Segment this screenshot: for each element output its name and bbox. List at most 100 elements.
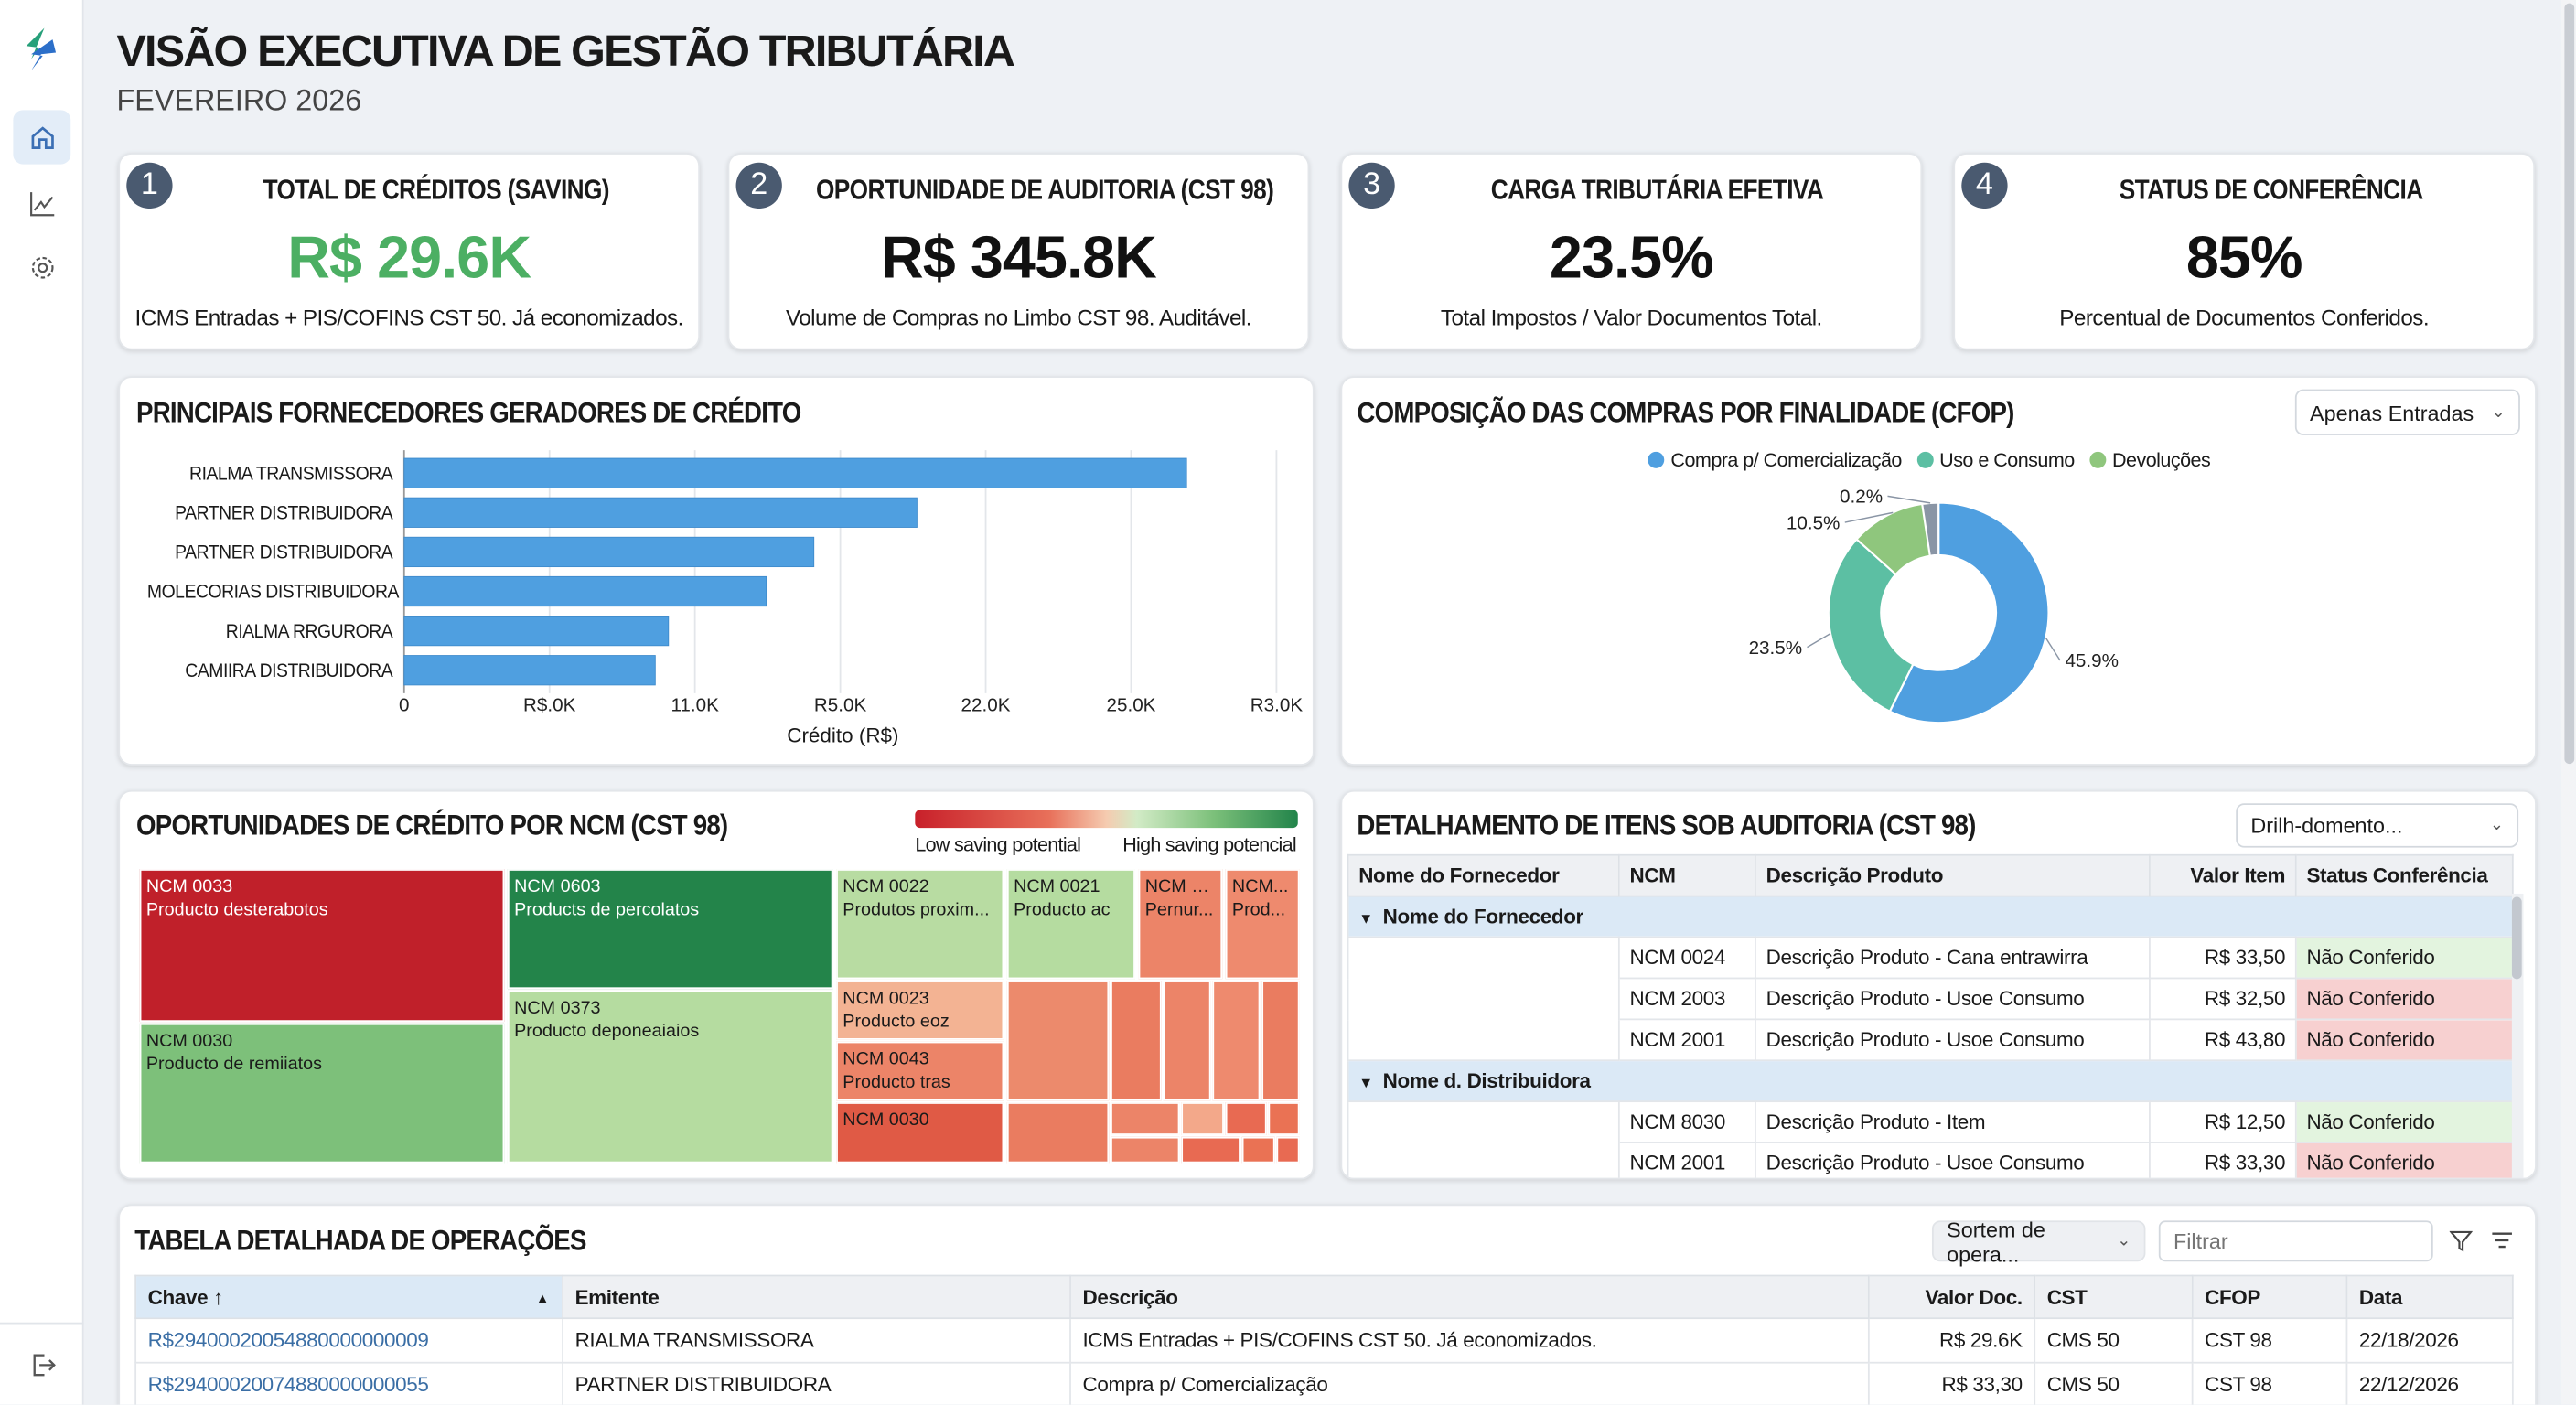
treemap-tile[interactable]: NCM 0030 Producto de remiiatos	[139, 1023, 505, 1164]
treemap-tile[interactable]: NCM 0021 Producto ac	[1006, 869, 1135, 980]
doc-value-cell: R$ 29.6K	[1867, 1317, 2036, 1364]
treemap-tile[interactable]: NCM... Prod...	[1225, 869, 1300, 980]
kpi-number-badge: 3	[1348, 162, 1395, 209]
column-header[interactable]: Emitente	[562, 1274, 1071, 1320]
tile-ncm-code: NCM 0373	[514, 998, 601, 1019]
legend-low: Low saving potential	[915, 832, 1081, 856]
column-header[interactable]: CST	[2034, 1274, 2194, 1320]
filter-icon[interactable]	[2449, 1228, 2473, 1252]
treemap-tile[interactable]	[1111, 981, 1162, 1101]
x-axis-label: Crédito (R$)	[787, 724, 899, 748]
chevron-down-icon: ⌄	[2117, 1231, 2131, 1250]
bar[interactable]	[403, 616, 670, 647]
column-header[interactable]: Chave ↑ ▲	[134, 1274, 564, 1320]
key-cell[interactable]: R$29400020054880000000009	[134, 1317, 564, 1364]
treemap-tile[interactable]	[1261, 981, 1300, 1101]
status-cell: Não Conferido	[2294, 977, 2514, 1021]
bar[interactable]	[403, 575, 767, 607]
treemap-tile[interactable]	[1181, 1136, 1240, 1164]
treemap-tile[interactable]	[1163, 981, 1211, 1101]
table-row[interactable]: NCM 2001 Descrição Produto - Usoe Consumo…	[1347, 1018, 2514, 1062]
group-cell: ▼ Nome d. Distribuidora	[1347, 1059, 2514, 1103]
y-category-label: CAMIIRA DISTRIBUIDORA	[185, 659, 393, 682]
sidebar-item-settings[interactable]	[13, 240, 70, 294]
page-scrollbar-thumb[interactable]	[2563, 3, 2574, 765]
treemap-tile[interactable]: NCM 0... Pernur...	[1138, 869, 1223, 980]
donut-slice[interactable]	[1888, 501, 2050, 724]
treemap-tile[interactable]: NCM 0023 Producto eoz	[836, 981, 1004, 1040]
treemap-tile[interactable]	[1111, 1136, 1180, 1164]
treemap-tile[interactable]	[1006, 1102, 1110, 1164]
tile-description: Producto deponeaiaios	[514, 1022, 700, 1042]
cfop-filter-select[interactable]: Apenas Entradas ⌄	[2294, 389, 2520, 435]
cfop-filter-value: Apenas Entradas	[2310, 400, 2474, 425]
table-row[interactable]: NCM 0024 Descrição Produto - Cana entrawi…	[1347, 936, 2514, 980]
bar[interactable]	[403, 655, 656, 686]
column-header[interactable]: Valor Doc.	[1867, 1274, 2036, 1320]
legend-item[interactable]: Devoluções	[2088, 448, 2211, 471]
treemap-tile[interactable]	[1225, 1102, 1267, 1135]
treemap-tile[interactable]	[1181, 1102, 1224, 1135]
bar-chart-svg	[402, 450, 1278, 693]
filter-input[interactable]	[2158, 1220, 2433, 1262]
key-cell[interactable]: R$29400020074880000000055	[134, 1361, 564, 1405]
column-header[interactable]: Data	[2345, 1274, 2514, 1320]
treemap-tile[interactable]: NCM 0043 Producto tras	[836, 1041, 1004, 1101]
desc-cell: Descrição Produto - Usoe Consumo	[1755, 1018, 2151, 1062]
group-row[interactable]: ▼ Nome d. Distribuidora	[1347, 1059, 2514, 1103]
supplier-cell	[1347, 1142, 1620, 1178]
treemap-tile[interactable]	[1006, 981, 1110, 1101]
legend-item[interactable]: Uso e Consumo	[1916, 448, 2075, 471]
treemap-tile[interactable]: NCM 0022 Produtos proxim...	[836, 869, 1004, 980]
y-category-label: RIALMA RRGURORA	[225, 619, 393, 643]
table-row[interactable]: R$29400020074880000000055 PARTNER DISTRIB…	[134, 1361, 2514, 1405]
cfop-cell: CST 98	[2191, 1317, 2348, 1364]
bar[interactable]	[403, 536, 815, 568]
panel-title: OPORTUNIDADES DE CRÉDITO POR NCM (CST 98…	[136, 808, 728, 842]
caret-down-icon[interactable]: ▼	[1358, 1074, 1373, 1091]
table-row[interactable]: NCM 8030 Descrição Produto - Item R$ 12,50…	[1347, 1100, 2514, 1143]
description-cell: Compra p/ Comercialização	[1069, 1361, 1870, 1405]
chart-line-icon	[29, 191, 54, 216]
column-header[interactable]: Descrição Produto	[1755, 853, 2151, 897]
treemap-tile[interactable]	[1276, 1136, 1300, 1164]
column-header[interactable]: CFOP	[2191, 1274, 2348, 1320]
column-header[interactable]: Nome do Fornecedor	[1347, 853, 1620, 897]
page-scrollbar[interactable]	[2560, 0, 2576, 1405]
table-row[interactable]: NCM 2003 Descrição Produto - Usoe Consumo…	[1347, 977, 2514, 1021]
column-header-label: Descrição	[1082, 1285, 1178, 1309]
treemap-tile[interactable]: NCM 0033 Producto desterabotos	[139, 869, 505, 1023]
audit-scrollbar[interactable]	[2511, 893, 2524, 1178]
bar[interactable]	[403, 497, 918, 528]
column-header[interactable]: Descrição	[1069, 1274, 1870, 1320]
sort-caret-icon[interactable]: ▲	[535, 1291, 549, 1306]
menu-icon[interactable]	[2491, 1228, 2514, 1251]
bar[interactable]	[403, 457, 1187, 488]
treemap-tile[interactable]: NCM 0030	[836, 1102, 1004, 1164]
treemap-tile[interactable]	[1268, 1102, 1300, 1135]
column-header[interactable]: Valor Item	[2149, 853, 2297, 897]
sidebar-item-analytics[interactable]	[13, 176, 70, 230]
sidebar-item-home[interactable]	[13, 110, 71, 165]
column-header[interactable]: Status Conferência	[2294, 853, 2514, 897]
treemap-tile[interactable]	[1241, 1136, 1275, 1164]
column-header[interactable]: NCM	[1617, 853, 1756, 897]
logout-button[interactable]	[13, 1337, 70, 1391]
caret-down-icon[interactable]: ▼	[1358, 909, 1373, 927]
audit-scrollbar-thumb[interactable]	[2511, 896, 2522, 980]
kpi-value: R$ 345.8K	[880, 223, 1157, 291]
group-row[interactable]: ▼ Nome do Fornecedor	[1347, 895, 2514, 938]
table-row[interactable]: NCM 2001 Descrição Produto - Usoe Consumo…	[1347, 1142, 2514, 1178]
donut-slice[interactable]	[1920, 501, 1940, 557]
kpi-title-wrap: CARGA TRIBUTÁRIA EFETIVA	[1401, 174, 1914, 207]
treemap-tile[interactable]: NCM 0603 Products de percolatos	[507, 869, 833, 990]
drilldown-select[interactable]: Drilh-domento... ⌄	[2236, 803, 2519, 848]
kpi-title-wrap: STATUS DE CONFERÊNCIA	[2014, 174, 2527, 207]
treemap-tile[interactable]: NCM 0373 Producto deponeaiaios	[507, 990, 833, 1164]
treemap-tile[interactable]	[1212, 981, 1261, 1101]
donut-slice[interactable]	[1827, 537, 1915, 713]
treemap-tile[interactable]	[1111, 1102, 1180, 1135]
sort-select[interactable]: Sortem de opera... ⌄	[1931, 1217, 2146, 1266]
legend-item[interactable]: Compra p/ Comercialização	[1648, 448, 1902, 471]
table-row[interactable]: R$29400020054880000000009 RIALMA TRANSMIS…	[134, 1317, 2514, 1364]
